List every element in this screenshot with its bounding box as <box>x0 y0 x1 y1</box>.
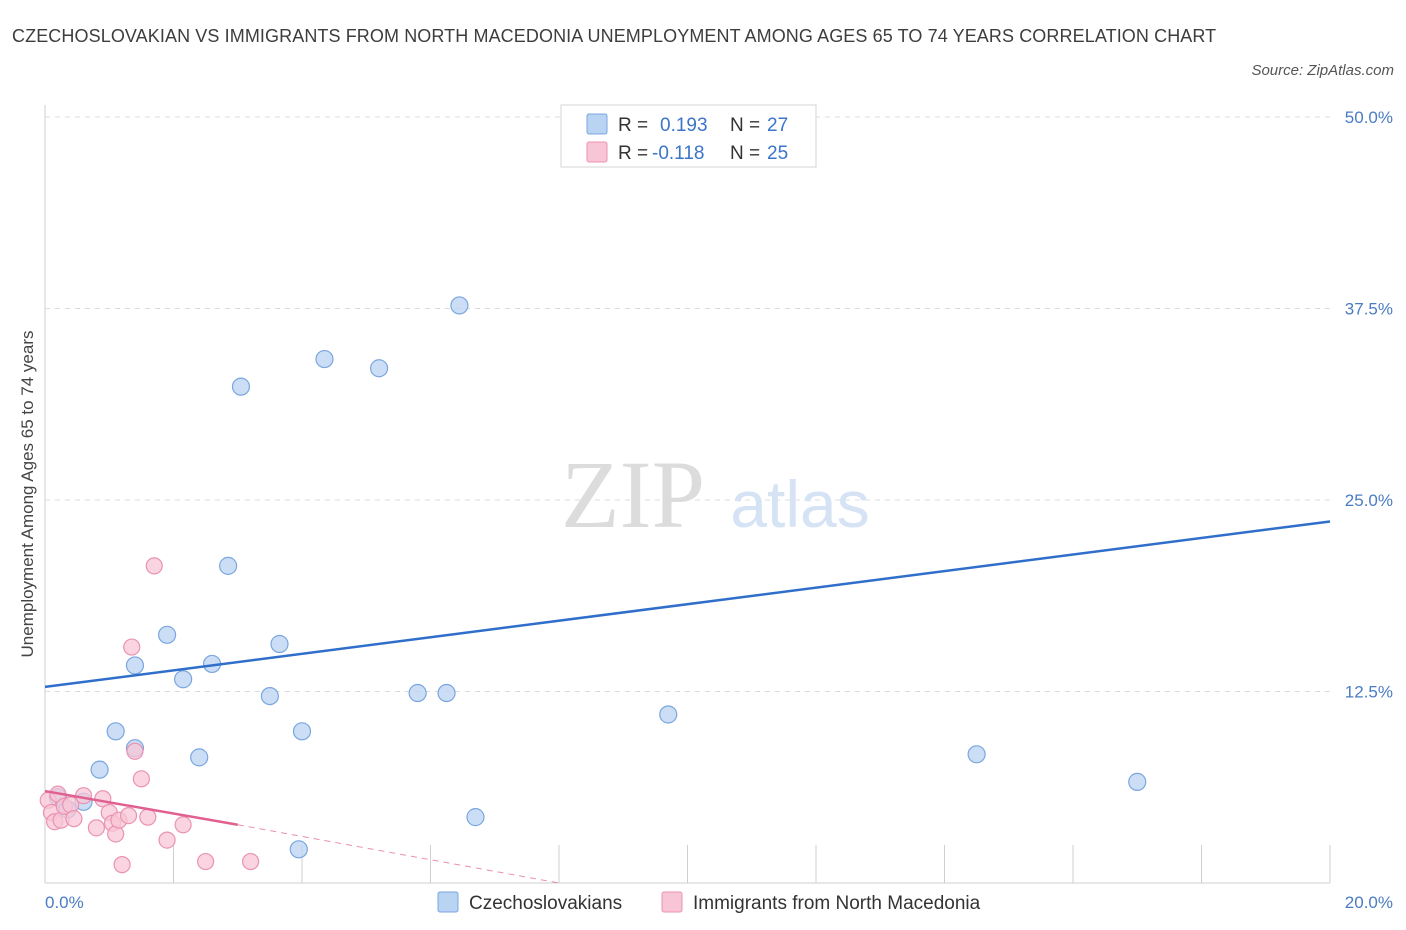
y-axis-label: Unemployment Among Ages 65 to 74 years <box>18 331 37 658</box>
czechoslovakian-point-22 <box>466 808 485 827</box>
czechoslovakian-point-17 <box>315 349 334 369</box>
czechoslovakian-point-18 <box>370 359 389 378</box>
watermark-atlas: atlas <box>730 467 869 541</box>
stats-legend-swatch-blue <box>586 113 608 135</box>
stats-r-value-0: 0.193 <box>660 115 708 136</box>
czechoslovakian-point-23 <box>659 705 678 724</box>
north-macedonia-point-9 <box>87 819 106 837</box>
chart-title: CZECHOSLOVAKIAN VS IMMIGRANTS FROM NORTH… <box>12 26 1217 46</box>
stats-n-label-0: N = <box>730 115 760 136</box>
north-macedonia-point-19 <box>132 770 150 788</box>
y-tick-label-0: 12.5% <box>1345 683 1393 702</box>
source-label: Source: ZipAtlas.com <box>1251 62 1394 79</box>
north-macedonia-point-22 <box>158 831 176 849</box>
legend-swatch-north-macedonia <box>661 891 683 913</box>
y-tick-label-2: 37.5% <box>1345 300 1393 319</box>
czechoslovakian-point-6 <box>125 656 145 675</box>
trend-line-north-macedonia <box>44 789 238 827</box>
czechoslovakian-point-7 <box>157 625 177 644</box>
trend-lines <box>44 520 1331 884</box>
czechoslovakian-point-13 <box>260 686 279 706</box>
y-tick-labels: 12.5% 25.0% 37.5% 50.0% <box>1345 108 1393 702</box>
stats-legend: R = 0.193 N = 27 R = -0.118 N = 25 <box>560 104 817 168</box>
czechoslovakian-point-21 <box>450 296 469 315</box>
czechoslovakian-point-20 <box>437 683 456 703</box>
czechoslovakian-point-15 <box>289 840 308 859</box>
north-macedonia-point-24 <box>197 852 215 871</box>
stats-n-value-0: 27 <box>767 115 788 136</box>
czechoslovakian-point-26 <box>1128 772 1147 791</box>
x-tick-label-max: 20.0% <box>1345 893 1393 912</box>
stats-r-label-1: R = <box>618 143 648 164</box>
x-axis-ticks <box>173 845 1331 883</box>
czechoslovakian-point-8 <box>174 670 193 689</box>
czechoslovakian-point-16 <box>292 722 312 741</box>
czechoslovakian-point-19 <box>408 683 427 703</box>
north-macedonia-point-16 <box>119 806 138 825</box>
stats-n-value-1: 25 <box>767 143 788 164</box>
y-tick-label-1: 25.0% <box>1345 491 1393 510</box>
czechoslovakian-point-12 <box>231 377 251 396</box>
stats-legend-swatch-pink <box>586 141 608 163</box>
watermark-zip: ZIP <box>561 441 705 548</box>
north-macedonia-point-25 <box>242 852 260 871</box>
north-macedonia-point-18 <box>126 742 144 760</box>
czechoslovakian-point-25 <box>967 745 986 764</box>
czechoslovakian-point-14 <box>270 634 289 654</box>
legend-label-czechoslovakians: Czechoslovakians <box>469 893 622 914</box>
trend-line-czechoslovakians <box>44 520 1331 689</box>
north-macedonia-point-21 <box>145 557 163 575</box>
czechoslovakian-point-4 <box>106 722 125 741</box>
series-legend: Czechoslovakians Immigrants from North M… <box>437 891 981 914</box>
x-tick-label-min: 0.0% <box>45 893 84 912</box>
legend-swatch-czechoslovakians <box>437 891 459 913</box>
czechoslovakian-point-9 <box>190 748 209 767</box>
y-tick-label-3: 50.0% <box>1345 108 1393 127</box>
stats-r-value-1: -0.118 <box>652 143 704 164</box>
czechoslovakian-point-3 <box>90 760 109 779</box>
north-macedonia-point-17 <box>123 638 141 656</box>
stats-r-label-0: R = <box>618 115 648 136</box>
czechoslovakian-point-11 <box>219 556 238 575</box>
stats-n-label-1: N = <box>730 143 760 164</box>
north-macedonia-point-20 <box>139 808 157 826</box>
north-macedonia-point-23 <box>174 816 192 834</box>
legend-label-north-macedonia: Immigrants from North Macedonia <box>693 893 981 914</box>
north-macedonia-point-15 <box>113 856 131 874</box>
series-north-macedonia <box>39 557 260 874</box>
trend-line-north-macedonia-extension <box>237 824 560 884</box>
north-macedonia-point-7 <box>65 810 83 828</box>
